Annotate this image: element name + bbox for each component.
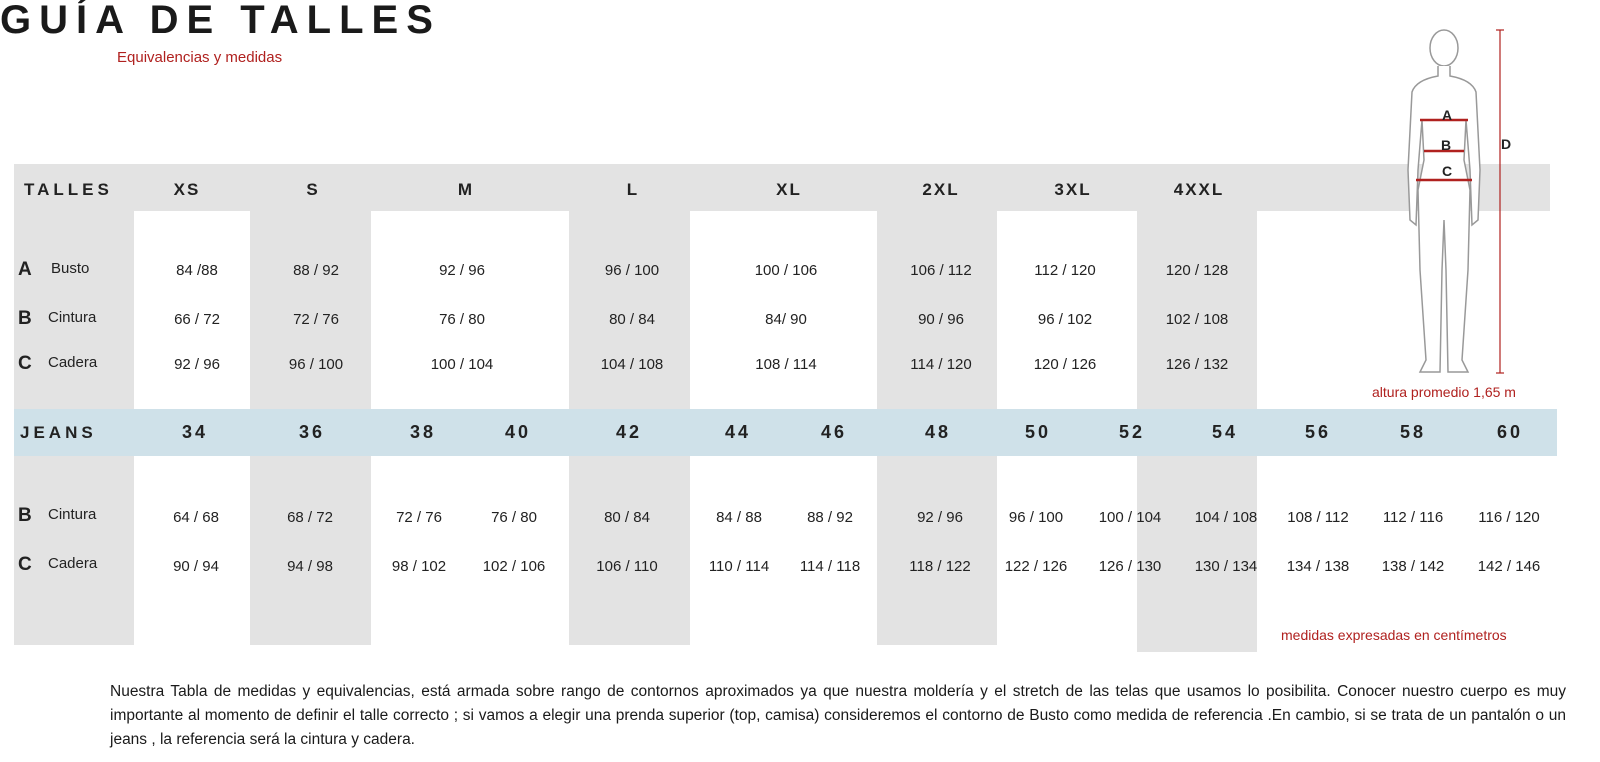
measure: 142 / 146 bbox=[1477, 558, 1541, 575]
row-name: Cadera bbox=[48, 555, 98, 572]
subtitle: Equivalencias y medidas bbox=[117, 49, 283, 66]
measure: 64 / 68 bbox=[173, 509, 219, 526]
size-header: 4XXL bbox=[1173, 180, 1225, 199]
measure: 96 / 100 bbox=[288, 356, 344, 373]
measure: 130 / 134 bbox=[1194, 558, 1258, 575]
measure: 72 / 76 bbox=[293, 311, 339, 328]
measure: 100 / 106 bbox=[754, 262, 818, 279]
measure: 88 / 92 bbox=[293, 262, 339, 279]
measure: 96 / 100 bbox=[1008, 509, 1064, 526]
measure: 84 /88 bbox=[176, 262, 218, 279]
measure: 112 / 120 bbox=[1034, 262, 1096, 279]
body-figure bbox=[1407, 29, 1504, 374]
footer-text: Nuestra Tabla de medidas y equivalencias… bbox=[110, 683, 1566, 748]
measure: 84/ 90 bbox=[765, 311, 807, 328]
row-letter: C bbox=[18, 353, 32, 374]
row-name: Cadera bbox=[48, 354, 98, 371]
row-name: Cintura bbox=[48, 309, 97, 326]
measure: 102 / 106 bbox=[482, 558, 546, 575]
measure: 112 / 116 bbox=[1382, 509, 1444, 526]
measure: 104 / 108 bbox=[1194, 509, 1258, 526]
measure: 106 / 110 bbox=[596, 558, 658, 575]
units-note: medidas expresadas en centímetros bbox=[1281, 627, 1507, 643]
measure: 106 / 112 bbox=[910, 262, 972, 279]
measure: 80 / 84 bbox=[609, 311, 655, 328]
measure: 80 / 84 bbox=[604, 509, 650, 526]
title: GUÍA DE TALLES bbox=[0, 0, 441, 42]
size-header: 2XL bbox=[922, 180, 960, 199]
measure: 100 / 104 bbox=[1098, 509, 1162, 526]
jeans-size: 42 bbox=[615, 422, 643, 442]
jeans-size: 44 bbox=[724, 422, 752, 442]
measure: 98 / 102 bbox=[391, 558, 447, 575]
jeans-size: 52 bbox=[1118, 422, 1146, 442]
measure: 72 / 76 bbox=[396, 509, 442, 526]
measure: 68 / 72 bbox=[287, 509, 333, 526]
header-band bbox=[14, 164, 1550, 211]
measure: 122 / 126 bbox=[1004, 558, 1068, 575]
measure: 88 / 92 bbox=[807, 509, 853, 526]
measure: 90 / 94 bbox=[173, 558, 219, 575]
jeans-size: 56 bbox=[1304, 422, 1332, 442]
size-header: S bbox=[306, 180, 320, 199]
measure: 134 / 138 bbox=[1286, 558, 1350, 575]
measure: 126 / 132 bbox=[1165, 356, 1229, 373]
measure: 92 / 96 bbox=[439, 262, 485, 279]
figure-label: B bbox=[1440, 137, 1452, 153]
measure: 84 / 88 bbox=[716, 509, 762, 526]
jeans-band bbox=[14, 409, 1557, 456]
jeans-size: 60 bbox=[1496, 422, 1524, 442]
size-header: L bbox=[626, 180, 640, 199]
size-header: XS bbox=[173, 180, 201, 199]
measure: 96 / 102 bbox=[1037, 311, 1093, 328]
jeans-size: 36 bbox=[298, 422, 326, 442]
figure-label: A bbox=[1441, 107, 1453, 123]
measure: 118 / 122 bbox=[909, 558, 971, 575]
measure: 116 / 120 bbox=[1478, 509, 1540, 526]
measure: 120 / 128 bbox=[1165, 262, 1229, 279]
measure: 114 / 118 bbox=[799, 558, 861, 575]
measure: 108 / 114 bbox=[755, 356, 817, 373]
row-letter: B bbox=[18, 505, 32, 526]
figure-label: C bbox=[1441, 163, 1453, 179]
jeans-size: 40 bbox=[504, 422, 532, 442]
jeans-size: 58 bbox=[1399, 422, 1427, 442]
jeans-size: 54 bbox=[1211, 422, 1239, 442]
measure: 94 / 98 bbox=[287, 558, 333, 575]
measure: 108 / 112 bbox=[1287, 509, 1349, 526]
jeans-size: 34 bbox=[181, 422, 209, 442]
measure: 138 / 142 bbox=[1381, 558, 1445, 575]
jeans-label: JEANS bbox=[20, 423, 97, 442]
measure: 92 / 96 bbox=[917, 509, 963, 526]
measure: 66 / 72 bbox=[174, 311, 220, 328]
size-header: 3XL bbox=[1054, 180, 1092, 199]
measure: 90 / 96 bbox=[918, 311, 964, 328]
measure: 114 / 120 bbox=[910, 356, 972, 373]
row-name: Cintura bbox=[48, 506, 97, 523]
measure: 92 / 96 bbox=[174, 356, 220, 373]
measure: 126 / 130 bbox=[1098, 558, 1162, 575]
jeans-size: 50 bbox=[1024, 422, 1052, 442]
jeans-size: 38 bbox=[409, 422, 437, 442]
measure: 110 / 114 bbox=[708, 558, 770, 575]
measure: 120 / 126 bbox=[1033, 356, 1097, 373]
row-letter: B bbox=[18, 308, 32, 329]
measure: 100 / 104 bbox=[430, 356, 494, 373]
measure: 96 / 100 bbox=[604, 262, 660, 279]
measure: 102 / 108 bbox=[1165, 311, 1229, 328]
row-letter: A bbox=[18, 259, 32, 280]
size-header: M bbox=[457, 180, 475, 199]
row-letter: C bbox=[18, 554, 32, 575]
jeans-size: 48 bbox=[924, 422, 952, 442]
size-header: XL bbox=[776, 180, 802, 199]
measure: 76 / 80 bbox=[491, 509, 537, 526]
measure: 76 / 80 bbox=[439, 311, 485, 328]
row-name: Busto bbox=[51, 260, 90, 277]
figure-label: D bbox=[1500, 136, 1512, 152]
height-note: altura promedio 1,65 m bbox=[1372, 384, 1516, 400]
measure: 104 / 108 bbox=[600, 356, 664, 373]
tops-label: TALLES bbox=[24, 180, 113, 199]
jeans-size: 46 bbox=[820, 422, 848, 442]
